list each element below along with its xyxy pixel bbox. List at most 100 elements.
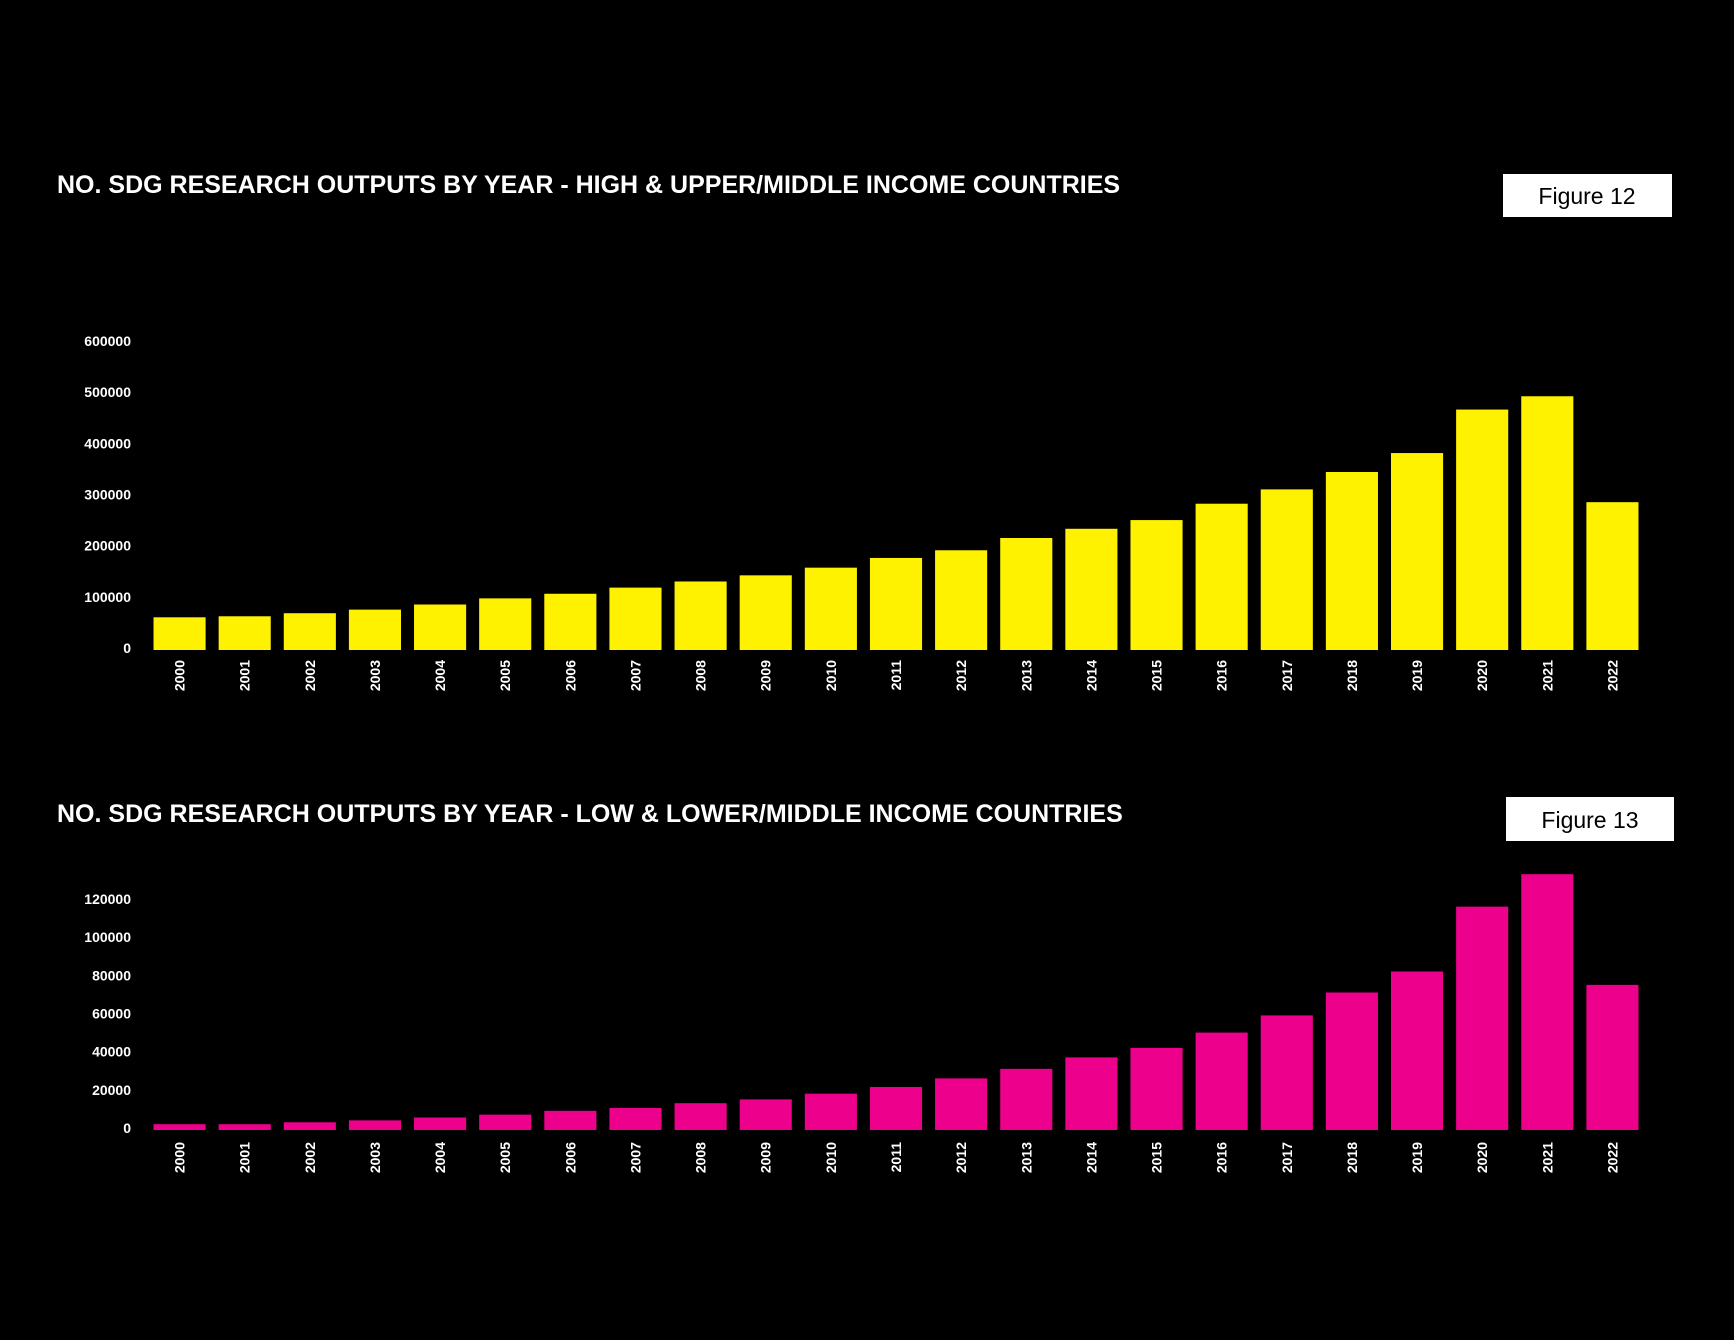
x-tick-label: 2010 <box>823 660 839 691</box>
bar-2007 <box>609 1107 662 1130</box>
x-tick-label: 2022 <box>1604 1142 1620 1173</box>
y-tick-label: 80000 <box>92 967 131 983</box>
bar-2013 <box>1000 1068 1053 1130</box>
chart-title: NO. SDG RESEARCH OUTPUTS BY YEAR - HIGH … <box>57 171 1120 199</box>
bar-2020 <box>1456 906 1509 1130</box>
x-tick-label: 2013 <box>1018 660 1034 691</box>
chart-figure-13: NO. SDG RESEARCH OUTPUTS BY YEAR - LOW &… <box>57 797 1674 1173</box>
x-tick-label: 2002 <box>302 1142 318 1173</box>
x-tick-label: 2009 <box>758 1142 774 1173</box>
y-tick-label: 100000 <box>84 929 131 945</box>
bar-2022 <box>1586 984 1639 1130</box>
bar-2021 <box>1521 396 1574 650</box>
bar-2015 <box>1130 520 1183 650</box>
bar-2000 <box>153 1124 206 1130</box>
bar-2017 <box>1260 1015 1313 1130</box>
bar-2009 <box>739 1099 792 1130</box>
y-tick-label: 0 <box>123 640 131 656</box>
x-tick-label: 2005 <box>497 1142 513 1173</box>
bar-2019 <box>1390 453 1444 650</box>
bar-2011 <box>869 557 923 650</box>
bar-2010 <box>804 567 857 650</box>
bar-2004 <box>414 604 467 650</box>
bar-2018 <box>1325 471 1378 650</box>
x-tick-label: 2013 <box>1018 1142 1034 1173</box>
bar-2019 <box>1390 971 1444 1130</box>
x-tick-label: 2019 <box>1409 660 1425 691</box>
bar-2005 <box>479 598 532 650</box>
x-tick-label: 2007 <box>627 660 643 691</box>
x-tick-label: 2003 <box>367 660 383 691</box>
x-tick-label: 2018 <box>1344 660 1360 691</box>
bar-2001 <box>218 1124 271 1130</box>
y-tick-label: 40000 <box>92 1044 131 1060</box>
x-tick-label: 2017 <box>1279 660 1295 691</box>
y-tick-label: 600000 <box>84 333 131 349</box>
figure-label: Figure 12 <box>1538 183 1635 209</box>
bar-2021 <box>1521 874 1574 1130</box>
x-tick-label: 2019 <box>1409 1142 1425 1173</box>
x-tick-label: 2022 <box>1604 660 1620 691</box>
x-tick-label: 2001 <box>237 660 253 691</box>
x-tick-label: 2004 <box>432 660 448 691</box>
x-tick-label: 2002 <box>302 660 318 691</box>
x-tick-label: 2021 <box>1539 660 1555 691</box>
y-tick-label: 20000 <box>92 1082 131 1098</box>
bar-2002 <box>283 1122 336 1130</box>
bar-2012 <box>935 550 988 650</box>
bar-2014 <box>1065 1057 1118 1130</box>
plot-area: 0 20000 40000 60000 80000 100000 120000 2000 200… <box>84 874 1639 1173</box>
x-tick-label: 2015 <box>1149 660 1165 691</box>
bar-2001 <box>218 616 271 650</box>
x-tick-label: 2016 <box>1214 660 1230 691</box>
x-tick-label: 2005 <box>497 660 513 691</box>
x-tick-label: 2007 <box>627 1142 643 1173</box>
bar-2017 <box>1260 489 1313 650</box>
x-tick-label: 2004 <box>432 1142 448 1173</box>
x-tick-label: 2000 <box>172 660 188 691</box>
x-tick-label: 2012 <box>953 660 969 691</box>
bar-2016 <box>1195 503 1248 650</box>
chart-figure-12: NO. SDG RESEARCH OUTPUTS BY YEAR - HIGH … <box>57 171 1672 691</box>
figure-label-box <box>1506 797 1674 841</box>
y-tick-label: 500000 <box>84 384 131 400</box>
x-tick-label: 2000 <box>172 1142 188 1173</box>
x-tick-label: 2003 <box>367 1142 383 1173</box>
x-tick-label: 2006 <box>562 660 578 691</box>
figure-label: Figure 13 <box>1541 807 1638 833</box>
bar-2022 <box>1586 502 1639 650</box>
x-tick-label: 2008 <box>693 1142 709 1173</box>
y-tick-label: 400000 <box>84 435 131 451</box>
x-tick-label: 2020 <box>1474 1142 1490 1173</box>
bar-2020 <box>1456 409 1509 650</box>
bar-2003 <box>348 609 402 650</box>
bar-2018 <box>1325 992 1378 1130</box>
x-tick-label: 2015 <box>1149 1142 1165 1173</box>
bar-2000 <box>153 617 206 650</box>
bar-2008 <box>674 581 727 650</box>
y-tick-label: 100000 <box>84 589 131 605</box>
y-tick-label: 300000 <box>84 487 131 503</box>
plot-area: 0 100000 200000 300000 400000 500000 600000 200… <box>84 333 1639 691</box>
bar-2013 <box>1000 537 1053 650</box>
bar-2011 <box>869 1086 923 1130</box>
x-tick-label: 2010 <box>823 1142 839 1173</box>
x-tick-label: 2018 <box>1344 1142 1360 1173</box>
bar-2016 <box>1195 1032 1248 1130</box>
bar-2003 <box>348 1120 402 1130</box>
x-tick-label: 2011 <box>888 660 904 691</box>
bar-2005 <box>479 1114 532 1130</box>
x-tick-label: 2017 <box>1279 1142 1295 1173</box>
bar-2006 <box>544 593 597 650</box>
bar-2007 <box>609 587 662 650</box>
x-tick-label: 2014 <box>1083 660 1099 691</box>
x-tick-label: 2006 <box>562 1142 578 1173</box>
bar-2012 <box>935 1078 988 1130</box>
bar-2002 <box>283 613 336 650</box>
bar-2008 <box>674 1103 727 1130</box>
x-tick-label: 2008 <box>693 660 709 691</box>
bar-2009 <box>739 575 792 650</box>
x-tick-label: 2016 <box>1214 1142 1230 1173</box>
x-tick-label: 2021 <box>1539 1142 1555 1173</box>
